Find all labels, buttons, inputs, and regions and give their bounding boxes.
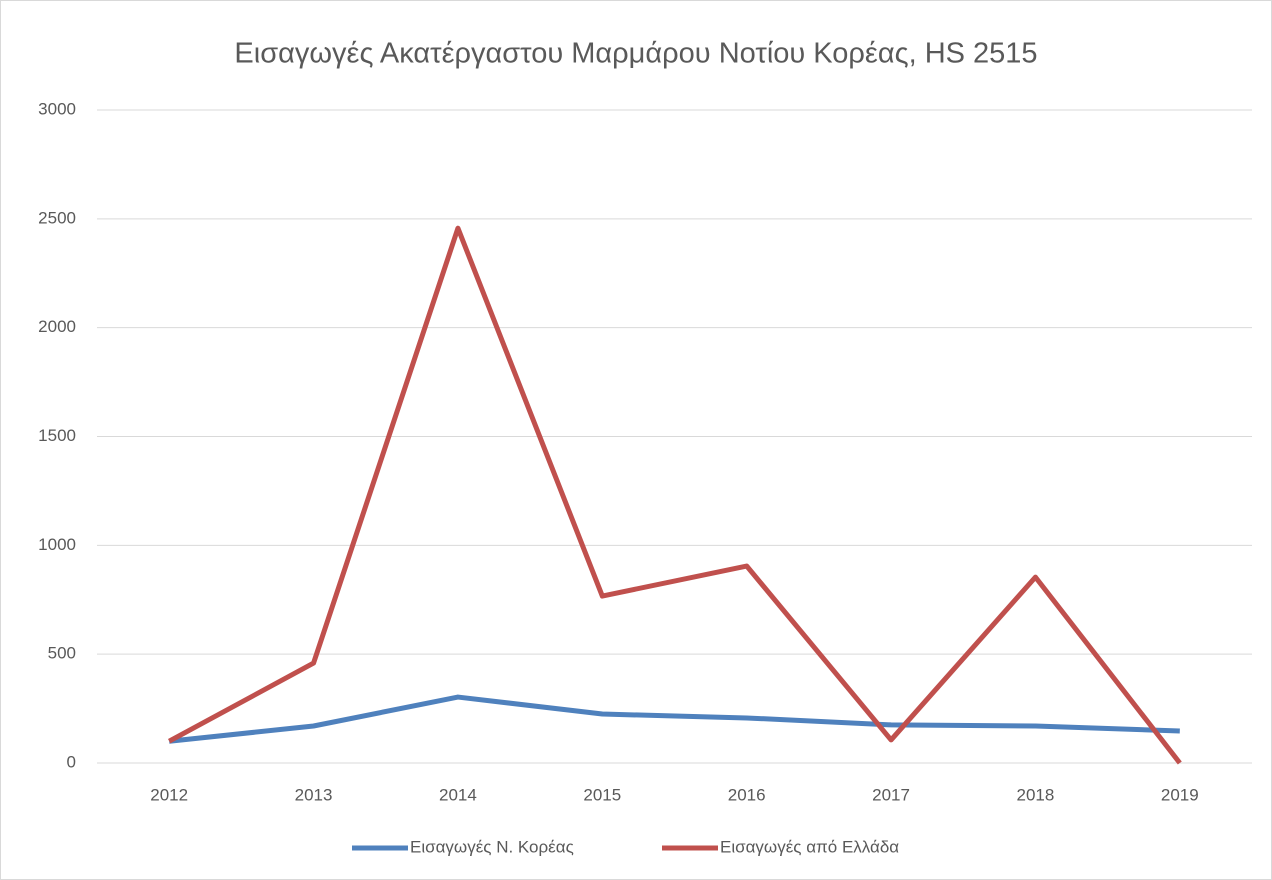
y-tick-label: 1500 [38,426,76,445]
line [167,225,1182,765]
line [168,694,1180,744]
x-tick-label: 2019 [1161,785,1199,804]
chart-title: Εισαγωγές Ακατέργαστου Μαρμάρου Νοτίου Κ… [234,38,1037,70]
x-tick-label: 2013 [295,785,333,804]
legend-label: Εισαγωγές από Ελλάδα [720,837,899,856]
x-tick-label: 2016 [728,785,766,804]
y-tick-label: 500 [48,644,76,663]
x-tick-label: 2012 [150,785,188,804]
y-tick-label: 2500 [38,208,76,227]
y-tick-label: 3000 [38,99,76,118]
y-tick-label: 2000 [38,317,76,336]
x-tick-label: 2014 [439,785,477,804]
legend-label: Εισαγωγές Ν. Κορέας [410,837,574,856]
y-tick-label: 1000 [38,535,76,554]
x-tick-label: 2015 [583,785,621,804]
y-tick-label: 0 [67,752,76,771]
x-tick-label: 2017 [872,785,910,804]
x-tick-label: 2018 [1017,785,1055,804]
